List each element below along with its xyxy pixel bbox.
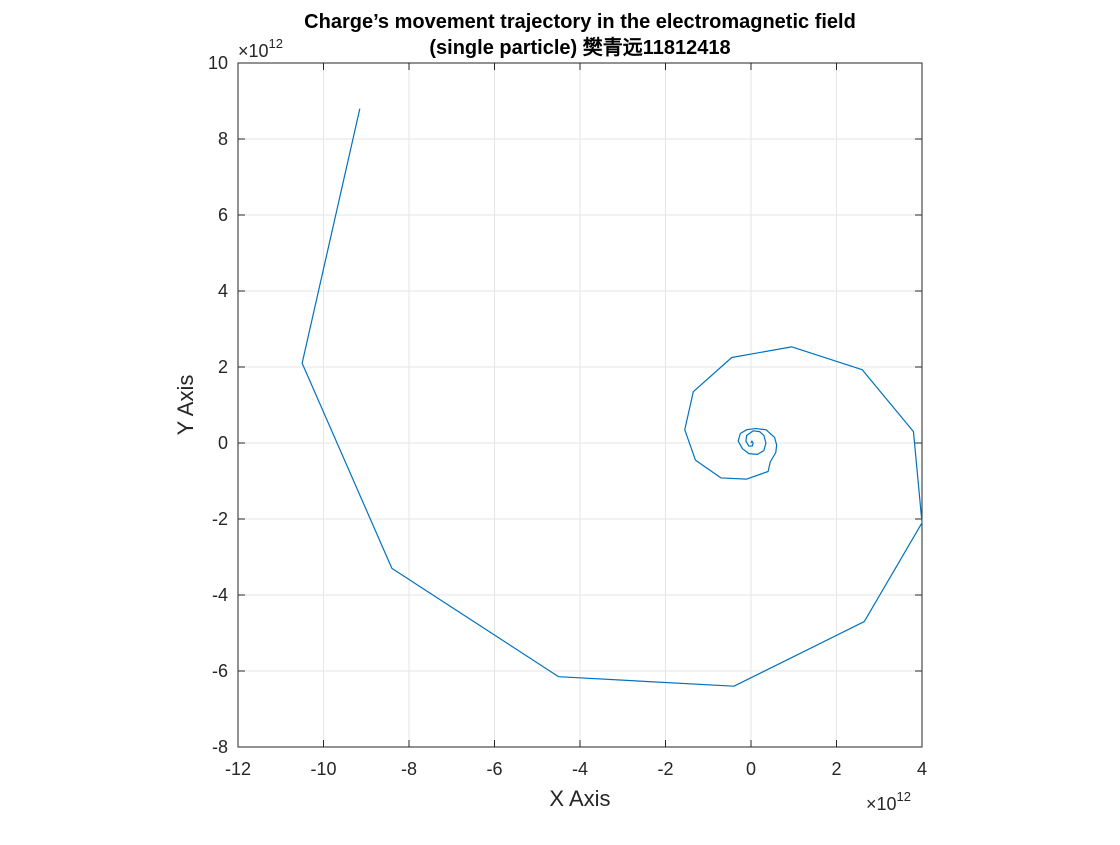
x-exponent-power: 12 — [897, 789, 911, 804]
y-tick-label: -6 — [212, 661, 228, 681]
trajectory-line — [301, 108, 923, 687]
x-tick-label: -8 — [401, 759, 417, 779]
y-exponent-base: ×10 — [238, 41, 269, 61]
y-exponent-power: 12 — [269, 36, 283, 51]
x-tick-label: -2 — [657, 759, 673, 779]
y-tick-label: -4 — [212, 585, 228, 605]
y-tick-label: 4 — [218, 281, 228, 301]
x-axis-exponent: ×1012 — [866, 789, 911, 814]
axis-ticks — [237, 62, 923, 748]
y-tick-label: 2 — [218, 357, 228, 377]
y-axis-exponent: ×1012 — [238, 36, 283, 61]
series-layer — [301, 108, 923, 687]
x-tick-label: 2 — [831, 759, 841, 779]
y-tick-label: -8 — [212, 737, 228, 757]
tick-labels: -12 -10 -8 -6 -4 -2 0 2 4 -8 -6 -4 -2 0 2 4 6 8 10 — [208, 53, 927, 779]
y-tick-label: 0 — [218, 433, 228, 453]
chart-subtitle: (single particle) 樊青远11812418 — [429, 35, 730, 59]
x-tick-label: 0 — [746, 759, 756, 779]
x-tick-label: -10 — [310, 759, 336, 779]
y-tick-label: 6 — [218, 205, 228, 225]
x-tick-label: -4 — [572, 759, 588, 779]
y-tick-label: -2 — [212, 509, 228, 529]
y-tick-label: 10 — [208, 53, 228, 73]
x-axis-label: X Axis — [549, 786, 610, 811]
x-tick-label: -12 — [225, 759, 251, 779]
y-axis-label: Y Axis — [173, 375, 198, 436]
grid-lines — [238, 63, 922, 747]
x-exponent-base: ×10 — [866, 794, 897, 814]
x-tick-label: 4 — [917, 759, 927, 779]
chart-title: Charge’s movement trajectory in the elec… — [304, 11, 856, 33]
y-tick-label: 8 — [218, 129, 228, 149]
x-tick-label: -6 — [486, 759, 502, 779]
